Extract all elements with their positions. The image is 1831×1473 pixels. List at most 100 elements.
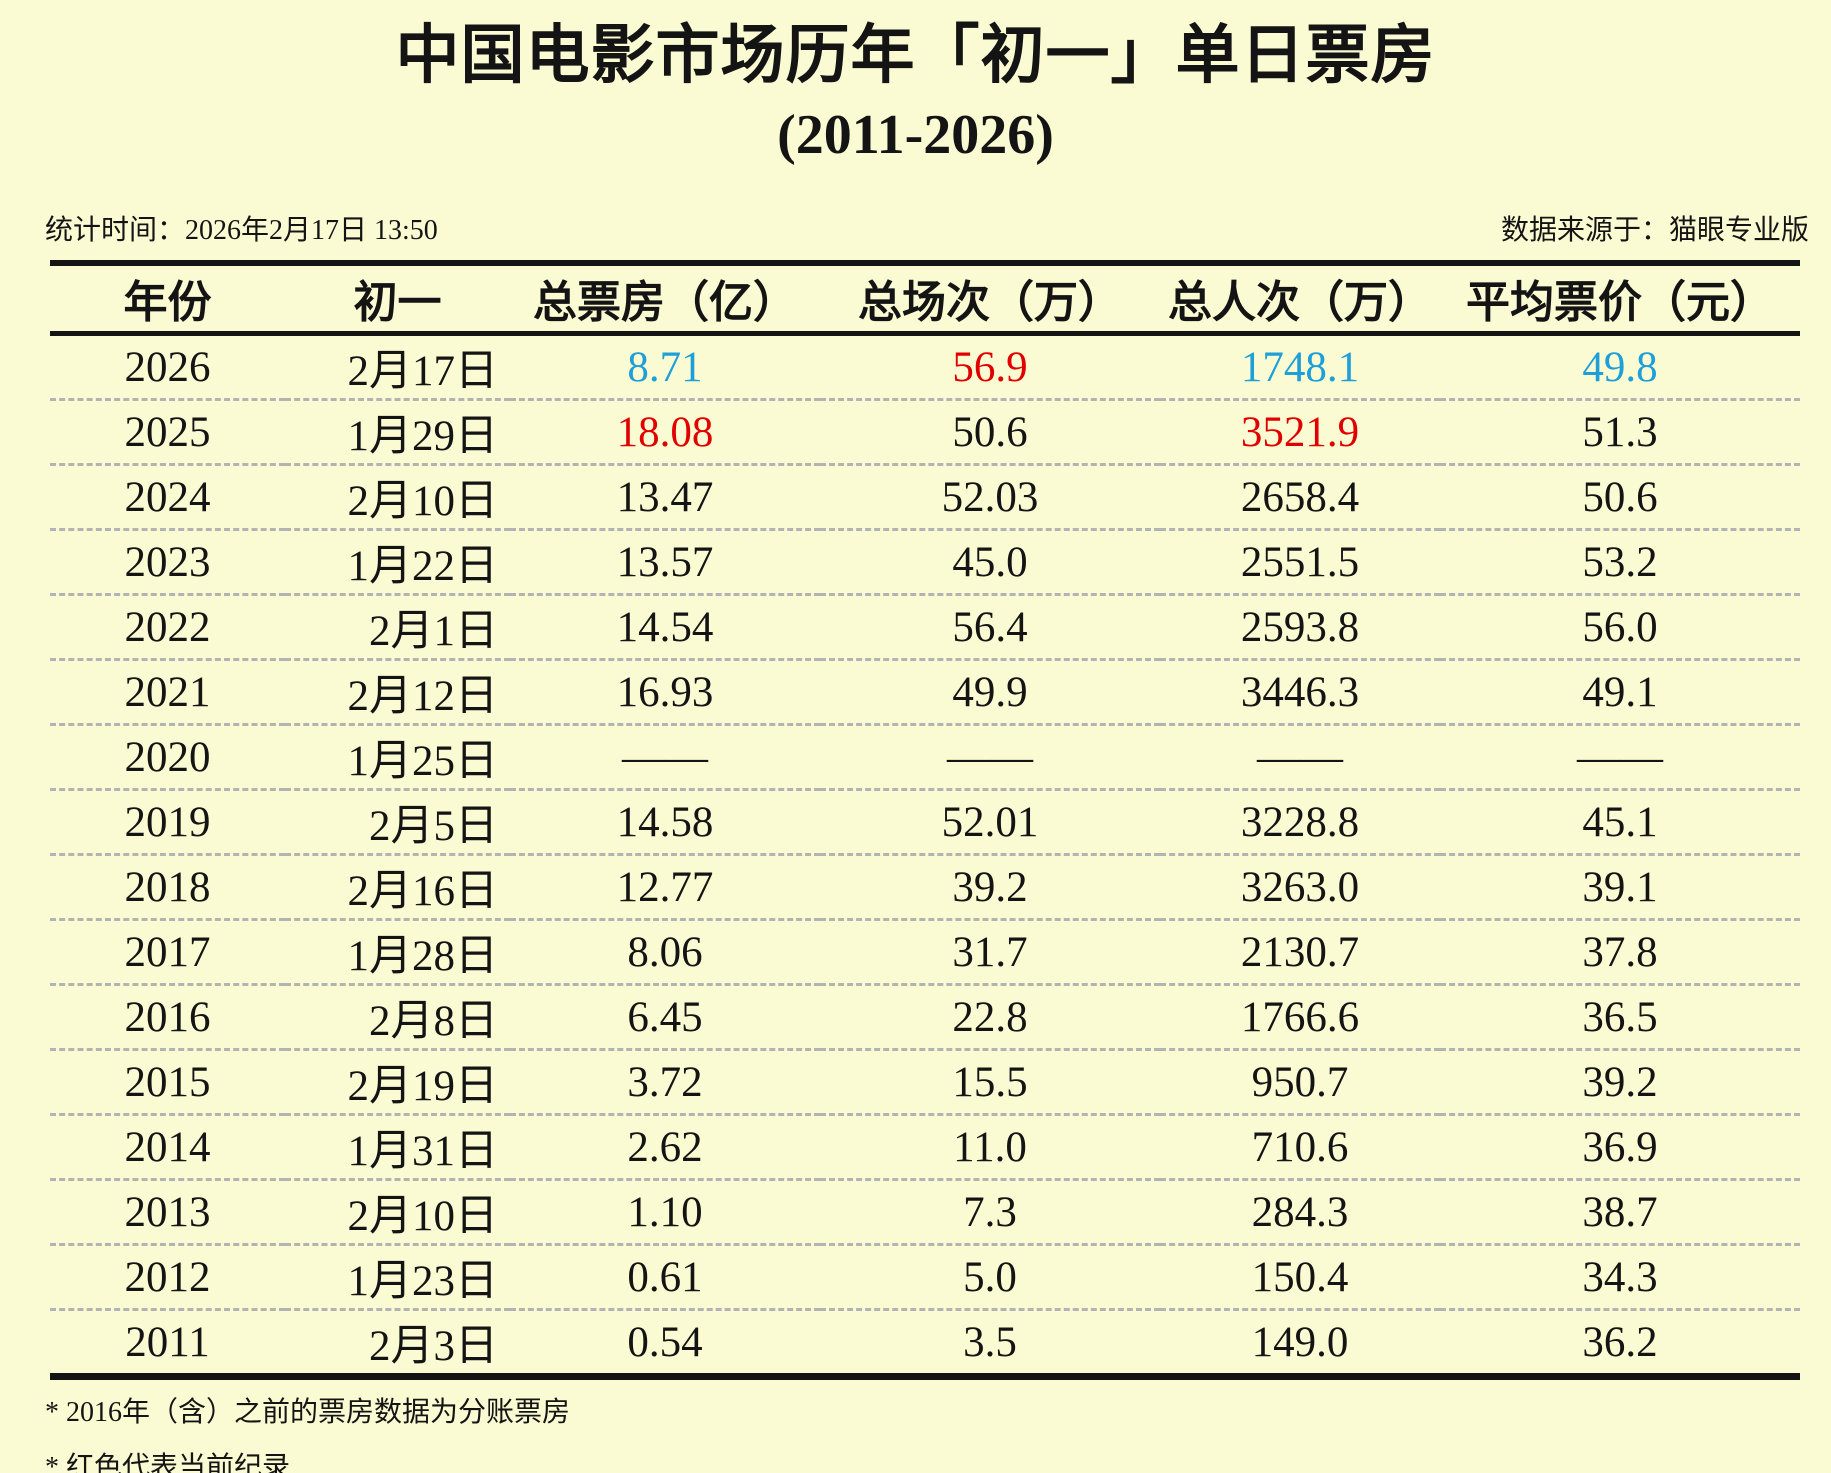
cell-year: 2017 [50,918,285,985]
table-row: 2020 1月25日 —— —— —— —— [50,723,1800,790]
table-header: 年份 初一 总票房（亿） 总场次（万） 总人次（万） 平均票价（元） [50,265,1800,337]
stat-time: 统计时间：2026年2月17日 13:50 [45,215,438,247]
cell-chuyi-date: 2月8日 [285,983,510,1050]
cell-year: 2013 [50,1178,285,1245]
table-body: 2026 2月17日 8.71 56.9 1748.1 49.8 2025 1月… [50,334,1800,1374]
cell-total-screenings: —— [820,723,1160,790]
cell-total-screenings: 31.7 [820,918,1160,985]
cell-avg-ticket-price: 49.8 [1582,343,1658,391]
cell-year: 2011 [50,1308,285,1374]
cell-total-admissions: 1748.1 [1240,343,1360,391]
cell-chuyi-date: 1月29日 [285,398,510,465]
cell-year: 2024 [50,463,285,530]
cell-avg-ticket-price: 45.1 [1440,788,1800,855]
cell-total-screenings: 56.9 [952,343,1028,391]
meta-row: 统计时间：2026年2月17日 13:50 数据来源于：猫眼专业版 [45,213,1809,249]
cell-total-box-office: 14.54 [510,593,820,660]
cell-chuyi-date: 1月28日 [285,918,510,985]
bottom-double-rule [50,1373,1800,1381]
header-total-box-office: 总票房（亿） [510,265,820,337]
cell-chuyi-date: 1月22日 [285,528,510,595]
table-row: 2024 2月10日 13.47 52.03 2658.4 50.6 [50,463,1800,530]
table-row: 2025 1月29日 18.08 50.6 3521.9 51.3 [50,398,1800,465]
cell-year: 2018 [50,853,285,920]
cell-total-box-office: 6.45 [510,983,820,1050]
box-office-table: 年份 初一 总票房（亿） 总场次（万） 总人次（万） 平均票价（元） 2026 … [50,265,1800,1374]
cell-year: 2015 [50,1048,285,1115]
table-row: 2017 1月28日 8.06 31.7 2130.7 37.8 [50,918,1800,985]
cell-total-box-office: 1.10 [510,1178,820,1245]
cell-total-box-office: 8.06 [510,918,820,985]
cell-total-admissions: 284.3 [1160,1178,1440,1245]
table-row: 2022 2月1日 14.54 56.4 2593.8 56.0 [50,593,1800,660]
cell-avg-ticket-price: 37.8 [1440,918,1800,985]
cell-total-admissions: 3263.0 [1160,853,1440,920]
cell-total-screenings: 50.6 [820,398,1160,465]
cell-total-admissions: 3521.9 [1160,398,1440,465]
cell-total-admissions: 149.0 [1160,1308,1440,1374]
cell-total-admissions: 2658.4 [1160,463,1440,530]
page-title: 中国电影市场历年「初一」单日票房 [395,20,1436,91]
footnote-pre2016: * 2016年（含）之前的票房数据为分账票房 [45,1397,571,1429]
cell-avg-ticket-price: 53.2 [1440,528,1800,595]
cell-total-screenings: 5.0 [820,1243,1160,1310]
cell-total-screenings: 52.01 [820,788,1160,855]
cell-total-admissions: 2130.7 [1160,918,1440,985]
table-row: 2021 2月12日 16.93 49.9 3446.3 49.1 [50,658,1800,725]
cell-avg-ticket-price: 36.5 [1440,983,1800,1050]
cell-chuyi-date: 2月1日 [285,593,510,660]
cell-avg-ticket-price: 39.2 [1440,1048,1800,1115]
cell-chuyi-date: 2月5日 [285,788,510,855]
data-source: 数据来源于：猫眼专业版 [1500,215,1809,247]
cell-chuyi-date: 1月31日 [285,1113,510,1180]
table-row: 2012 1月23日 0.61 5.0 150.4 34.3 [50,1243,1800,1310]
cell-year: 2016 [50,983,285,1050]
cell-total-screenings: 49.9 [820,658,1160,725]
cell-avg-ticket-price: 49.1 [1440,658,1800,725]
cell-total-screenings: 11.0 [820,1113,1160,1180]
cell-chuyi-date: 1月23日 [285,1243,510,1310]
top-double-rule [50,259,1800,266]
cell-total-admissions: 3228.8 [1160,788,1440,855]
cell-total-box-office: —— [510,723,820,790]
header-year: 年份 [50,265,285,337]
cell-chuyi-date: 1月25日 [285,723,510,790]
header-total-screenings: 总场次（万） [820,265,1160,337]
cell-avg-ticket-price: 51.3 [1440,398,1800,465]
cell-avg-ticket-price: 56.0 [1440,593,1800,660]
cell-avg-ticket-price: —— [1440,723,1800,790]
header-avg-ticket-price: 平均票价（元） [1440,265,1800,337]
cell-total-screenings: 3.5 [820,1308,1160,1374]
cell-avg-ticket-price: 36.2 [1440,1308,1800,1374]
header-row: 年份 初一 总票房（亿） 总场次（万） 总人次（万） 平均票价（元） [50,265,1800,337]
cell-total-screenings: 45.0 [820,528,1160,595]
cell-chuyi-date: 2月10日 [285,1178,510,1245]
header-chuyi-date: 初一 [285,265,510,337]
cell-chuyi-date: 2月16日 [285,853,510,920]
cell-year: 2021 [50,658,285,725]
cell-total-box-office: 14.58 [510,788,820,855]
cell-total-screenings: 56.4 [820,593,1160,660]
cell-total-box-office: 13.47 [510,463,820,530]
table-row: 2026 2月17日 8.71 56.9 1748.1 49.8 [50,334,1800,400]
cell-chuyi-date: 2月3日 [285,1308,510,1374]
cell-year: 2019 [50,788,285,855]
cell-total-admissions: 1766.6 [1160,983,1440,1050]
cell-chuyi-date: 2月17日 [347,348,499,396]
cell-total-box-office: 2.62 [510,1113,820,1180]
table-row: 2018 2月16日 12.77 39.2 3263.0 39.1 [50,853,1800,920]
footnotes: * 2016年（含）之前的票房数据为分账票房 * 红色代表当前纪录 * 蓝色代表… [45,1396,1831,1473]
table-row: 2014 1月31日 2.62 11.0 710.6 36.9 [50,1113,1800,1180]
cell-total-box-office: 13.57 [510,528,820,595]
cell-avg-ticket-price: 39.1 [1440,853,1800,920]
cell-avg-ticket-price: 36.9 [1440,1113,1800,1180]
cell-total-screenings: 15.5 [820,1048,1160,1115]
table-row: 2011 2月3日 0.54 3.5 149.0 36.2 [50,1308,1800,1374]
cell-chuyi-date: 2月19日 [285,1048,510,1115]
cell-avg-ticket-price: 50.6 [1440,463,1800,530]
cell-avg-ticket-price: 34.3 [1440,1243,1800,1310]
table-row: 2015 2月19日 3.72 15.5 950.7 39.2 [50,1048,1800,1115]
table-row: 2013 2月10日 1.10 7.3 284.3 38.7 [50,1178,1800,1245]
cell-year: 2012 [50,1243,285,1310]
